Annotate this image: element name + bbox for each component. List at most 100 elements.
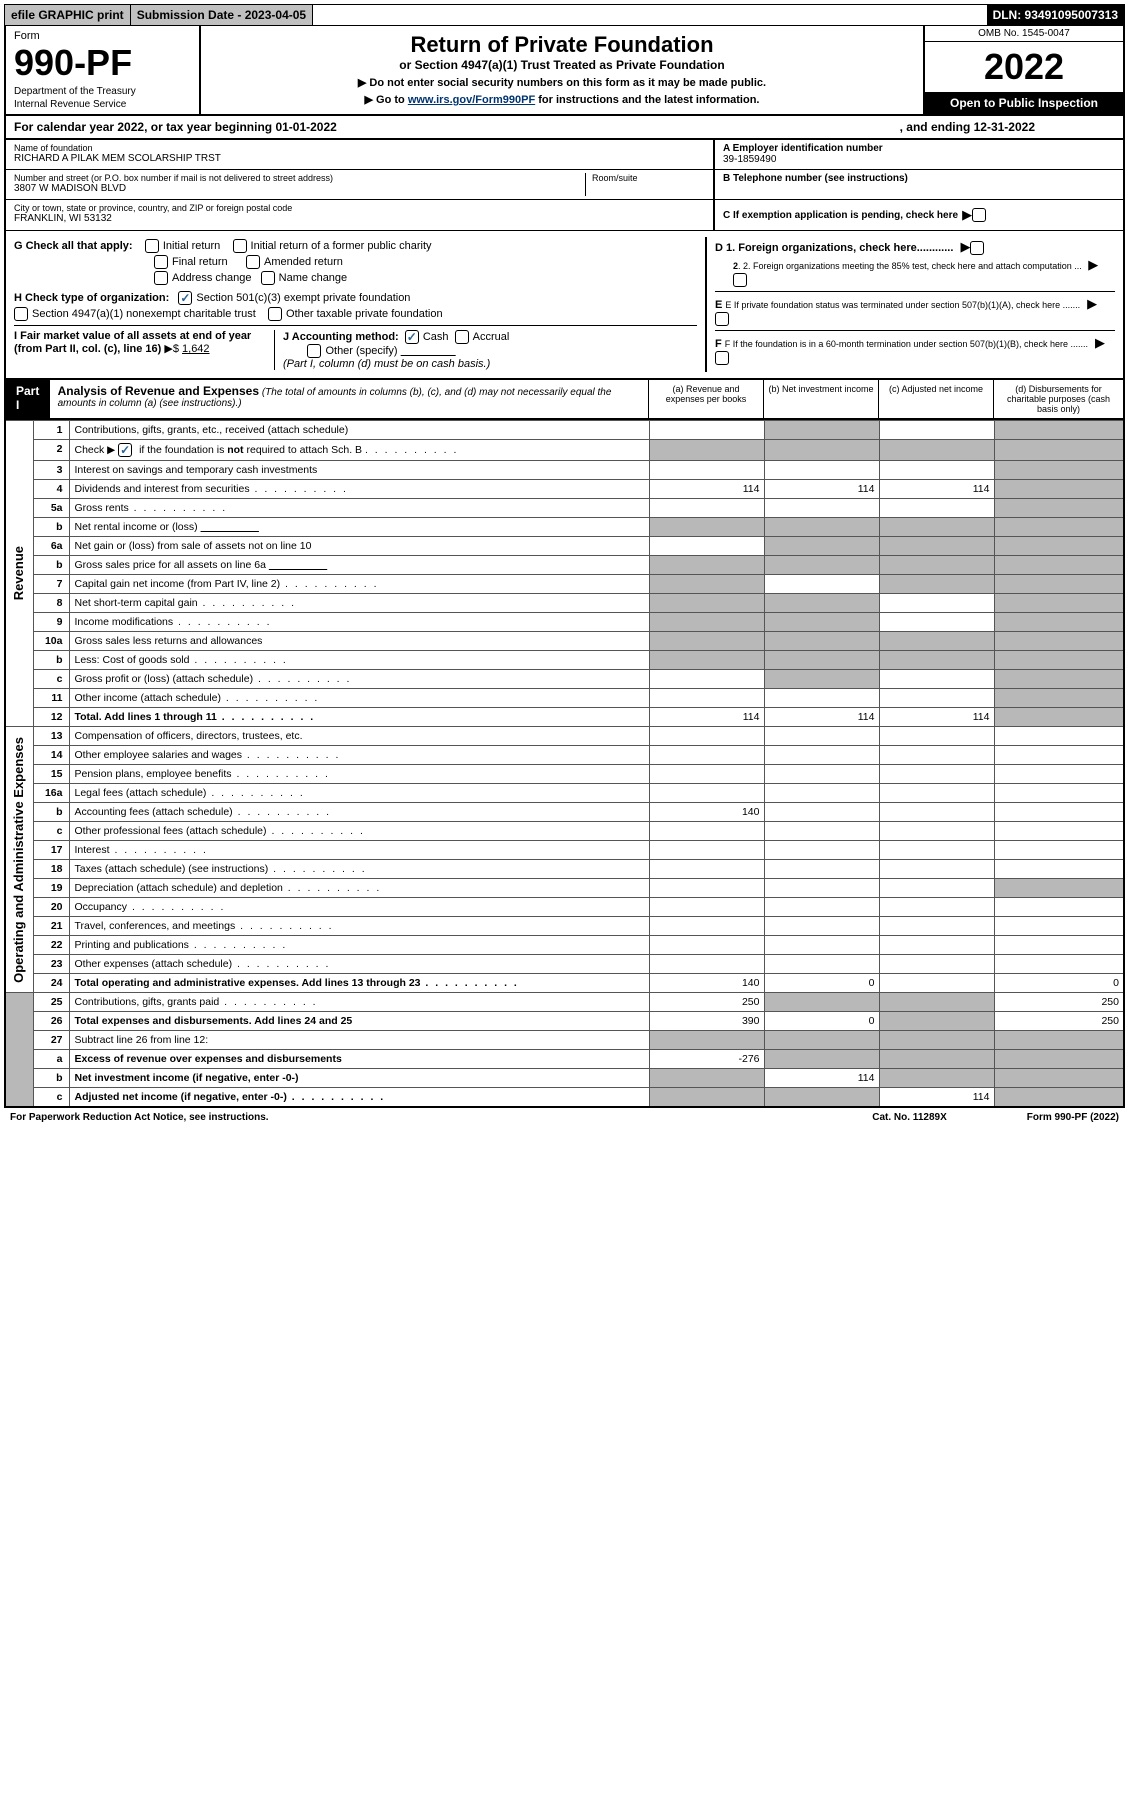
dln-value: DLN: 93491095007313 — [987, 5, 1124, 25]
table-row: 10aGross sales less returns and allowanc… — [5, 632, 1124, 651]
e-label: E If private foundation status was termi… — [725, 300, 1080, 310]
top-bar: efile GRAPHIC print Submission Date - 20… — [4, 4, 1125, 26]
c-checkbox[interactable] — [972, 208, 986, 222]
r10c-desc: Gross profit or (loss) (attach schedule) — [75, 673, 254, 685]
r15-desc: Pension plans, employee benefits — [75, 768, 232, 780]
table-row: cAdjusted net income (if negative, enter… — [5, 1088, 1124, 1108]
j-cash-chk[interactable] — [405, 330, 419, 344]
col-a-header: (a) Revenue and expenses per books — [648, 380, 763, 418]
omb-number: OMB No. 1545-0047 — [925, 26, 1123, 42]
i-fmv-value: 1,642 — [182, 343, 210, 355]
table-row: 6aNet gain or (loss) from sale of assets… — [5, 537, 1124, 556]
table-row: 17Interest — [5, 841, 1124, 860]
r18-desc: Taxes (attach schedule) (see instruction… — [75, 863, 269, 875]
revenue-side-label: Revenue — [11, 546, 26, 600]
col-c-header: (c) Adjusted net income — [878, 380, 993, 418]
table-row: cGross profit or (loss) (attach schedule… — [5, 670, 1124, 689]
r24-b: 0 — [764, 974, 879, 993]
form-word: Form — [14, 30, 191, 42]
r16c-desc: Other professional fees (attach schedule… — [75, 825, 267, 837]
r17-desc: Interest — [75, 844, 110, 856]
street-address: 3807 W MADISON BLVD — [14, 183, 585, 194]
r4-desc: Dividends and interest from securities — [75, 483, 250, 495]
ein-value: 39-1859490 — [723, 154, 1115, 165]
f-label: F If the foundation is in a 60-month ter… — [725, 339, 1088, 349]
page-footer: For Paperwork Reduction Act Notice, see … — [4, 1108, 1125, 1127]
r25-desc: Contributions, gifts, grants paid — [75, 996, 220, 1008]
table-row: 5aGross rents — [5, 499, 1124, 518]
g-initial: Initial return — [163, 240, 220, 252]
r1-desc: Contributions, gifts, grants, etc., rece… — [69, 421, 649, 440]
r27a-desc: Excess of revenue over expenses and disb… — [69, 1050, 649, 1069]
table-row: cOther professional fees (attach schedul… — [5, 822, 1124, 841]
city-label: City or town, state or province, country… — [14, 203, 705, 213]
g-initial-chk[interactable] — [145, 239, 159, 253]
g-amended-chk[interactable] — [246, 255, 260, 269]
table-row: 7Capital gain net income (from Part IV, … — [5, 575, 1124, 594]
h-501c3-chk[interactable] — [178, 291, 192, 305]
g-initial-former-chk[interactable] — [233, 239, 247, 253]
j-other-chk[interactable] — [307, 344, 321, 358]
table-row: 27Subtract line 26 from line 12: — [5, 1031, 1124, 1050]
g-addr: Address change — [172, 272, 252, 284]
g-amended: Amended return — [264, 256, 343, 268]
table-row: bGross sales price for all assets on lin… — [5, 556, 1124, 575]
j-other: Other (specify) — [325, 345, 397, 357]
form-subtitle: or Section 4947(a)(1) Trust Treated as P… — [211, 58, 913, 72]
r21-desc: Travel, conferences, and meetings — [75, 920, 236, 932]
r27b-b: 114 — [764, 1069, 879, 1088]
room-label: Room/suite — [592, 173, 705, 183]
r4-c: 114 — [879, 480, 994, 499]
j-accrual: Accrual — [473, 331, 510, 343]
table-row: 11Other income (attach schedule) — [5, 689, 1124, 708]
table-row: bAccounting fees (attach schedule)140 — [5, 803, 1124, 822]
form-number: 990-PF — [14, 42, 191, 84]
f-chk[interactable] — [715, 351, 729, 365]
g-final-chk[interactable] — [154, 255, 168, 269]
e-chk[interactable] — [715, 312, 729, 326]
j-accrual-chk[interactable] — [455, 330, 469, 344]
j-label: J Accounting method: — [283, 331, 399, 343]
form-title: Return of Private Foundation — [211, 32, 913, 58]
r10b-desc: Less: Cost of goods sold — [75, 654, 190, 666]
identity-block: Name of foundation RICHARD A PILAK MEM S… — [4, 140, 1125, 231]
g-addr-chk[interactable] — [154, 271, 168, 285]
d1-chk[interactable] — [970, 241, 984, 255]
table-row: 16aLegal fees (attach schedule) — [5, 784, 1124, 803]
efile-button[interactable]: efile GRAPHIC print — [5, 5, 131, 25]
r27a-a: -276 — [649, 1050, 764, 1069]
submission-date: Submission Date - 2023-04-05 — [131, 5, 313, 25]
r3-desc: Interest on savings and temporary cash i… — [69, 461, 649, 480]
r2-chk[interactable] — [118, 443, 132, 457]
footer-formref: Form 990-PF (2022) — [1027, 1112, 1119, 1123]
h-other: Other taxable private foundation — [286, 308, 443, 320]
table-row: 24Total operating and administrative exp… — [5, 974, 1124, 993]
g-name-chk[interactable] — [261, 271, 275, 285]
table-row: 26Total expenses and disbursements. Add … — [5, 1012, 1124, 1031]
part1-heading: Analysis of Revenue and Expenses (The to… — [50, 380, 648, 418]
table-row: 23Other expenses (attach schedule) — [5, 955, 1124, 974]
d2-chk[interactable] — [733, 273, 747, 287]
r27c-c: 114 — [879, 1088, 994, 1108]
h-4947-chk[interactable] — [14, 307, 28, 321]
h-label: H Check type of organization: — [14, 292, 169, 304]
r6a-desc: Net gain or (loss) from sale of assets n… — [69, 537, 649, 556]
r22-desc: Printing and publications — [75, 939, 189, 951]
h-other-chk[interactable] — [268, 307, 282, 321]
table-row: 22Printing and publications — [5, 936, 1124, 955]
col-b-header: (b) Net investment income — [763, 380, 878, 418]
r25-a: 250 — [649, 993, 764, 1012]
r23-desc: Other expenses (attach schedule) — [75, 958, 233, 970]
i-fmv-label: I Fair market value of all assets at end… — [14, 330, 251, 355]
irs-link[interactable]: www.irs.gov/Form990PF — [408, 94, 535, 106]
cal-begin: For calendar year 2022, or tax year begi… — [14, 120, 337, 134]
r12-b: 114 — [764, 708, 879, 727]
table-row: Operating and Administrative Expenses 13… — [5, 727, 1124, 746]
name-label: Name of foundation — [14, 143, 705, 153]
table-row: 14Other employee salaries and wages — [5, 746, 1124, 765]
cal-end: , and ending 12-31-2022 — [900, 120, 1035, 134]
j-note: (Part I, column (d) must be on cash basi… — [283, 358, 490, 370]
r27b-desc: Net investment income (if negative, ente… — [69, 1069, 649, 1088]
r24-a: 140 — [649, 974, 764, 993]
r27c-desc: Adjusted net income (if negative, enter … — [75, 1091, 287, 1103]
